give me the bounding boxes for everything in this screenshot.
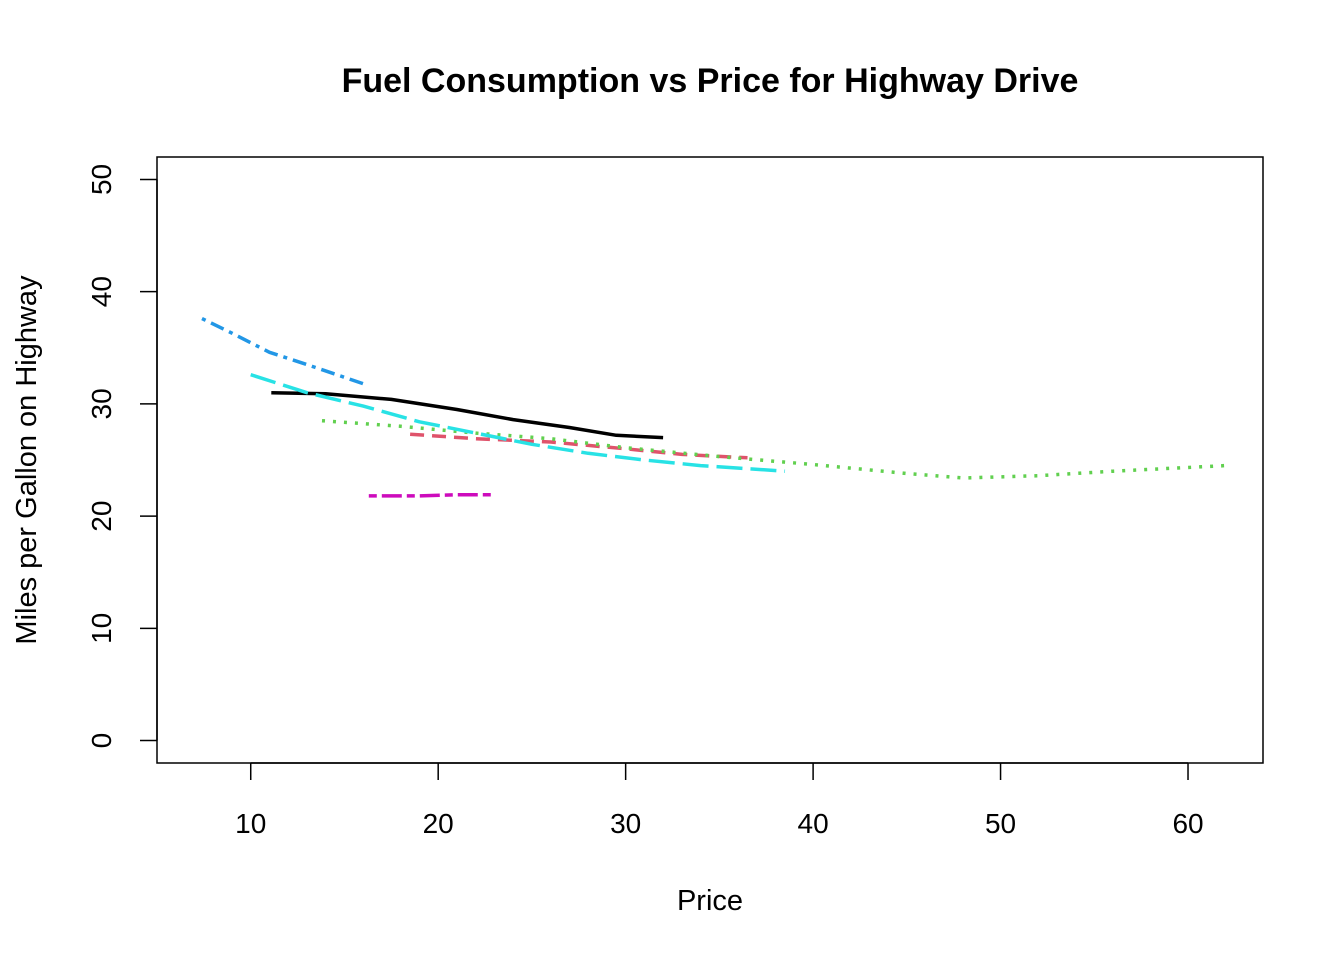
x-axis: 10 20 30 40 50 60 (235, 762, 1204, 839)
x-tick-label: 40 (798, 808, 829, 839)
x-tick-label: 20 (423, 808, 454, 839)
x-tick-label: 50 (985, 808, 1016, 839)
plot-area (156, 156, 1264, 764)
y-tick-label: 10 (86, 613, 117, 644)
y-tick-label: 0 (86, 733, 117, 749)
series-layer (201, 317, 1226, 498)
series-line-4 (201, 317, 364, 386)
series-line-5 (250, 373, 786, 473)
y-axis: 0 10 20 30 40 50 (86, 164, 158, 749)
x-tick-label: 30 (610, 808, 641, 839)
y-tick-label: 50 (86, 164, 117, 195)
chart-title: Fuel Consumption vs Price for Highway Dr… (342, 62, 1079, 100)
series-line-1 (271, 390, 664, 440)
series-line-2 (409, 432, 748, 460)
y-axis-label: Miles per Gallon on Highway (11, 275, 43, 645)
x-tick-label: 10 (235, 808, 266, 839)
y-tick-label: 20 (86, 501, 117, 532)
series-line-6 (368, 493, 495, 498)
y-tick-label: 40 (86, 276, 117, 307)
x-axis-label: Price (677, 885, 743, 917)
y-tick-label: 30 (86, 388, 117, 419)
x-tick-label: 60 (1172, 808, 1203, 839)
